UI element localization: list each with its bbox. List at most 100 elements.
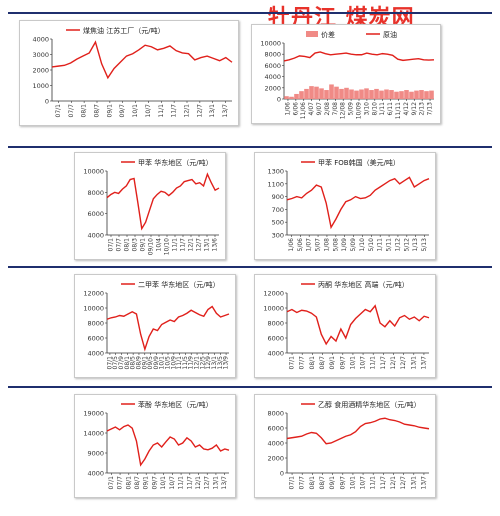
x-tick-label: 08/1: [124, 238, 131, 252]
x-tick-label: 10/10: [164, 238, 171, 255]
x-tick-label: 1/07: [306, 238, 313, 252]
x-tick-label: 12/7: [196, 238, 203, 252]
x-tick-label: 1/06: [288, 238, 295, 252]
x-tick-label: 12/9: [205, 356, 212, 370]
spread-bar: [379, 90, 384, 99]
x-tick-label: 07/9: [118, 356, 125, 370]
x-tick-label: 10/09: [356, 102, 363, 119]
x-tick-label: 08/1: [125, 476, 132, 490]
x-tick-label: 10/1: [159, 356, 166, 370]
x-tick-label: 11/7: [380, 476, 387, 490]
x-tick-label: 07/1: [108, 476, 115, 490]
x-tick-label: 2/08: [324, 102, 331, 116]
legend-label: 苯酚 华东地区（元/吨）: [138, 400, 213, 409]
x-tick-label: 07/7: [299, 476, 306, 490]
chart-ethanol: 8000 6000 4000 2000 0 07/1 07/7 08/1 08/7 09/1 09/…: [267, 400, 430, 490]
x-tick-label: 13/7: [221, 476, 228, 490]
y-tick-label: 4000: [32, 36, 49, 44]
spread-bar: [289, 96, 294, 99]
spread-bar: [429, 90, 434, 99]
x-tick-label: 11/7: [186, 476, 193, 490]
x-tick-label: 07/1: [106, 356, 113, 370]
x-tick-label: 12/1: [188, 238, 195, 252]
x-tick-label: 08/1: [309, 476, 316, 490]
x-tick-label: 12/7: [400, 476, 407, 490]
x-tick-label: 5/06: [297, 238, 304, 252]
x-tick-label: 10/7: [360, 356, 367, 370]
x-tick-label: 11/7: [380, 356, 387, 370]
x-tick-label: 07/1: [289, 356, 296, 370]
x-tick-label: 1/11: [377, 238, 384, 252]
x-tick-label: 08/7: [134, 476, 141, 490]
x-tick-label: 4/12: [403, 102, 410, 116]
y-tick-label: 8000: [264, 51, 281, 59]
x-tick-label: 07/7: [116, 238, 123, 252]
x-tick-label: 07/1: [108, 238, 115, 252]
chart-panel-ethanol: 8000 6000 4000 2000 0 07/1 07/7 08/1 08/7 09/1 09/…: [254, 394, 436, 498]
y-tick-label: 1000: [32, 82, 49, 90]
x-tick-label: 7/08: [332, 102, 339, 116]
y-tick-label: 4000: [264, 73, 281, 81]
spread-bar: [309, 86, 314, 99]
spread-bar: [294, 93, 299, 99]
y-tick-label: 4000: [267, 440, 284, 448]
spread-bar: [369, 90, 374, 99]
y-tick-label: 6000: [87, 335, 104, 343]
y-tick-label: 2000: [32, 67, 49, 75]
y-tick-label: 0: [280, 470, 284, 478]
section-rule-1: [8, 12, 492, 14]
x-tick-label: 13/1: [410, 356, 417, 370]
y-tick-label: 10000: [83, 305, 104, 313]
x-tick-label: 6/06: [292, 102, 299, 116]
x-tick-label: 10/1: [160, 476, 167, 490]
spread-bar: [359, 89, 364, 99]
spread-bar: [354, 90, 359, 99]
x-tick-label: 09/7: [151, 476, 158, 490]
legend-swatch-spread: [306, 31, 318, 37]
price-line: [286, 417, 430, 445]
y-tick-label: 0: [45, 98, 49, 106]
y-tick-label: 8000: [267, 410, 284, 418]
x-tick-label: 12/1: [184, 104, 191, 118]
price-line: [106, 305, 230, 352]
x-tick-label: 07/7: [68, 104, 75, 118]
x-tick-label: 12/5: [199, 356, 206, 370]
x-tick-label: 5/12: [403, 238, 410, 252]
x-tick-label: 12/1: [195, 476, 202, 490]
x-tick-label: 6/11: [387, 102, 394, 116]
y-tick-label: 900: [272, 193, 284, 201]
price-line: [286, 304, 430, 346]
chart-coal-tar: 4000 3000 2000 1000 0 07/1 07/7 08/1 08/7 09/1 09/…: [32, 26, 233, 118]
y-tick-label: 10000: [260, 40, 281, 48]
y-tick-label: 12000: [83, 290, 104, 298]
legend-label-crude: 原油: [383, 30, 397, 39]
spread-bar: [329, 84, 334, 99]
x-tick-label: 11/11: [395, 102, 402, 119]
x-tick-label: 12/1: [194, 356, 201, 370]
x-tick-label: 11/1: [178, 476, 185, 490]
x-tick-label: 13/9: [223, 356, 230, 370]
x-tick-label: 09/10: [148, 238, 155, 255]
chart-xylene: 120001000080006000400007/107/507/908/108…: [83, 280, 230, 370]
y-tick-label: 2000: [264, 84, 281, 92]
price-line: [286, 176, 430, 230]
x-tick-label: 08/3: [132, 238, 139, 252]
x-tick-label: 10/7: [145, 104, 152, 118]
section-rule-4: [8, 386, 492, 388]
x-tick-label: 9/12: [411, 102, 418, 116]
x-tick-label: 12/7: [196, 104, 203, 118]
x-tick-label: 1/10: [359, 238, 366, 252]
x-tick-label: 09/5: [147, 356, 154, 370]
spread-bar: [399, 91, 404, 99]
y-tick-label: 14000: [83, 430, 104, 438]
y-tick-label: 700: [272, 206, 284, 214]
x-tick-label: 5/07: [315, 238, 322, 252]
x-tick-label: 12/7: [204, 476, 211, 490]
y-tick-label: 9000: [87, 450, 104, 458]
legend-label: 煤焦油 江苏工厂（元/吨）: [83, 26, 165, 35]
x-tick-label: 13/7: [420, 356, 427, 370]
x-tick-label: 08/1: [309, 356, 316, 370]
y-tick-label: 6000: [267, 425, 284, 433]
y-tick-label: 8000: [267, 320, 284, 328]
